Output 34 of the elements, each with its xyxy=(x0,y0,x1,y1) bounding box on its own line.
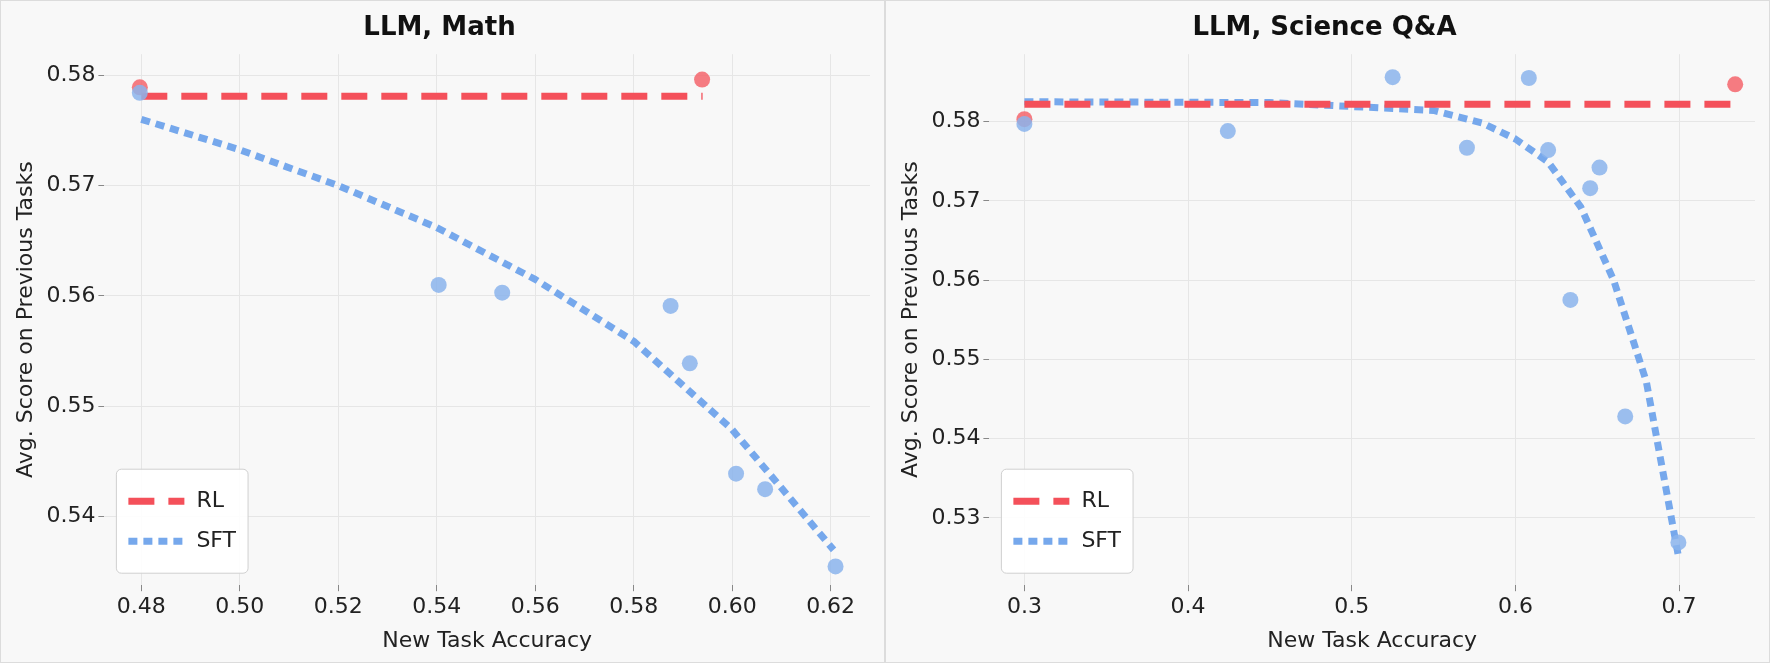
y-tick-label: 0.54 xyxy=(46,502,96,528)
x-axis-title: New Task Accuracy xyxy=(382,626,593,652)
x-tick-label: 0.52 xyxy=(313,593,363,619)
y-tick-label: 0.57 xyxy=(46,171,96,197)
y-axis-title: Avg. Score on Previous Tasks xyxy=(896,161,922,479)
y-tick-label: 0.55 xyxy=(46,392,96,418)
y-tick-label: 0.56 xyxy=(931,265,981,291)
x-axis-title: New Task Accuracy xyxy=(1267,626,1478,652)
x-tick-label: 0.54 xyxy=(412,593,462,619)
y-tick-label: 0.54 xyxy=(931,424,981,450)
legend-label: RL xyxy=(196,486,225,512)
x-tick-label: 0.60 xyxy=(707,593,757,619)
chart-title: LLM, Science Q&A xyxy=(1192,11,1457,42)
chart-title: LLM, Math xyxy=(363,11,516,42)
legend-label: SFT xyxy=(196,526,237,552)
x-tick-label: 0.48 xyxy=(116,593,166,619)
x-tick-label: 0.3 xyxy=(1006,593,1042,619)
x-tick-label: 0.62 xyxy=(806,593,856,619)
legend-label: RL xyxy=(1081,486,1110,512)
legend-label: SFT xyxy=(1081,526,1122,552)
x-tick-label: 0.7 xyxy=(1661,593,1697,619)
x-tick-label: 0.5 xyxy=(1334,593,1370,619)
x-tick-label: 0.6 xyxy=(1497,593,1533,619)
y-tick-label: 0.55 xyxy=(931,345,981,371)
x-tick-label: 0.50 xyxy=(215,593,265,619)
x-tick-label: 0.4 xyxy=(1170,593,1206,619)
y-tick-label: 0.56 xyxy=(46,281,96,307)
y-tick-label: 0.58 xyxy=(46,60,96,86)
x-tick-label: 0.56 xyxy=(510,593,560,619)
y-tick-label: 0.58 xyxy=(931,107,981,133)
y-tick-label: 0.53 xyxy=(931,503,981,529)
y-axis-title: Avg. Score on Previous Tasks xyxy=(11,161,37,479)
y-tick-label: 0.57 xyxy=(931,186,981,212)
x-tick-label: 0.58 xyxy=(609,593,659,619)
